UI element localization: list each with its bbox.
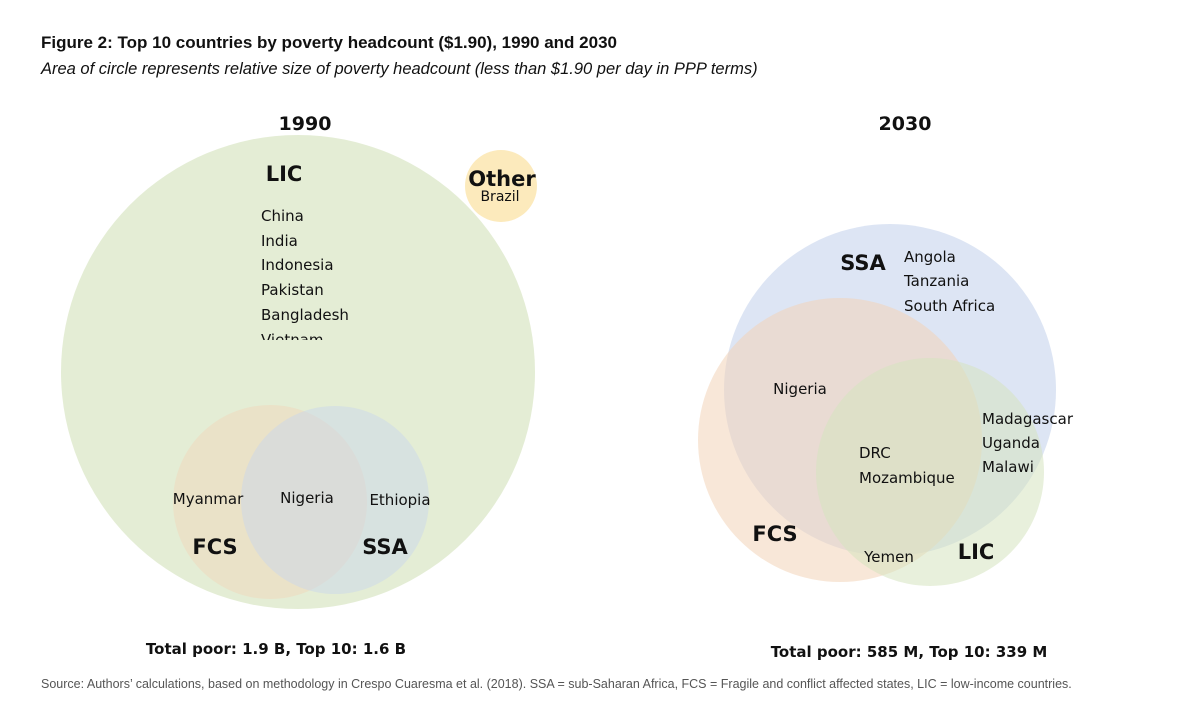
other-circle-1990 (465, 150, 537, 222)
fcs-label-2030: FCS (752, 522, 797, 546)
ssa-country-2030: South Africa (904, 297, 995, 315)
lic-label-1990: LIC (266, 162, 303, 186)
lic-country-list-1990: China India Indonesia Pakistan Banglades… (261, 207, 349, 349)
other-label-1990: Other (468, 167, 536, 191)
all-three-country-2030: DRC (859, 444, 891, 462)
lic-country-1990: Pakistan (261, 281, 324, 299)
ssa-lic-country-2030: Madagascar (982, 410, 1074, 428)
year-label-2030: 2030 (879, 113, 932, 135)
all-three-country-2030: Mozambique (859, 469, 955, 487)
figure-subtitle: Area of circle represents relative size … (41, 60, 758, 78)
lic-country-1990: Vietnam (261, 331, 324, 349)
year-label-1990: 1990 (279, 113, 332, 135)
lic-label-2030: LIC (958, 540, 995, 564)
figure-title: Figure 2: Top 10 countries by poverty he… (41, 33, 617, 52)
lic-country-1990: Indonesia (261, 256, 334, 274)
fcs-circle-1990 (173, 405, 367, 599)
source-note: Source: Authors’ calculations, based on … (41, 677, 1072, 691)
fcs-ssa-country-1990: Nigeria (280, 489, 334, 507)
ssa-circle-1990 (241, 406, 429, 594)
total-2030: Total poor: 585 M, Top 10: 339 M (771, 643, 1048, 661)
ssa-lic-country-2030: Uganda (982, 434, 1040, 452)
ssa-label-2030: SSA (840, 251, 886, 275)
lic-country-1990: China (261, 207, 304, 225)
fcs-lic-country-2030: Yemen (863, 548, 914, 566)
lic-country-1990: Bangladesh (261, 306, 349, 324)
ssa-country-1990: Ethiopia (369, 491, 430, 509)
ssa-lic-country-2030: Malawi (982, 458, 1034, 476)
lic-circle-2030 (816, 358, 1044, 586)
ssa-country-2030: Angola (904, 248, 956, 266)
fcs-ssa-country-2030: Nigeria (773, 380, 827, 398)
fcs-country-1990: Myanmar (173, 490, 244, 508)
ssa-country-2030: Tanzania (903, 272, 969, 290)
ssa-label-1990: SSA (362, 535, 408, 559)
other-country-1990: Brazil (480, 189, 519, 205)
total-1990: Total poor: 1.9 B, Top 10: 1.6 B (146, 640, 406, 658)
lic-country-1990: India (261, 232, 298, 250)
diagram-1990: 1990 LIC China India Indonesia Pakistan … (61, 113, 537, 658)
lic-circle-1990 (61, 135, 535, 609)
fcs-label-1990: FCS (192, 535, 237, 559)
diagram-2030: 2030 SSA Angola Tanzania South Africa Ni… (698, 113, 1074, 661)
